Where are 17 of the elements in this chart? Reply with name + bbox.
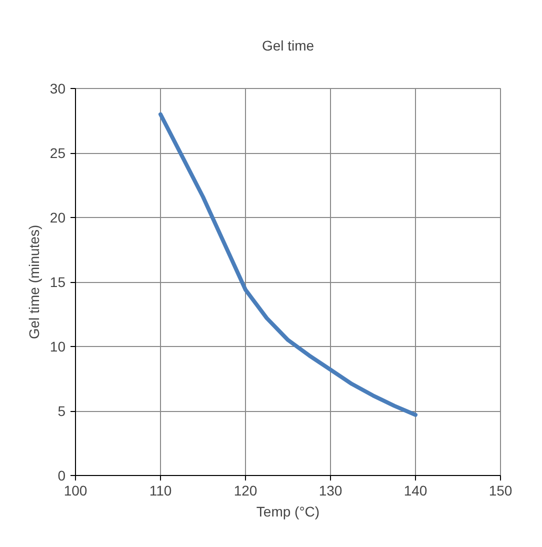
x-tick-label: 140 [404, 482, 428, 498]
x-tick-label: 130 [318, 482, 342, 498]
y-tick-label: 25 [50, 145, 66, 161]
x-tick-label: 120 [234, 482, 258, 498]
y-tick-label: 10 [50, 338, 66, 354]
chart-title: Gel time [262, 38, 314, 54]
line-series [158, 112, 418, 417]
y-tick-label: 5 [58, 403, 66, 419]
x-axis-title: Temp (°C) [256, 504, 320, 520]
y-tick-label: 30 [50, 80, 66, 96]
y-tick-label: 20 [50, 210, 66, 226]
y-tick-label: 15 [50, 274, 66, 290]
x-tick-label: 110 [149, 482, 172, 498]
x-tick-label: 100 [64, 482, 88, 498]
y-axis-title: Gel time (minutes) [26, 224, 42, 340]
x-tick-label: 150 [488, 482, 512, 498]
y-tick-label: 0 [58, 468, 66, 484]
